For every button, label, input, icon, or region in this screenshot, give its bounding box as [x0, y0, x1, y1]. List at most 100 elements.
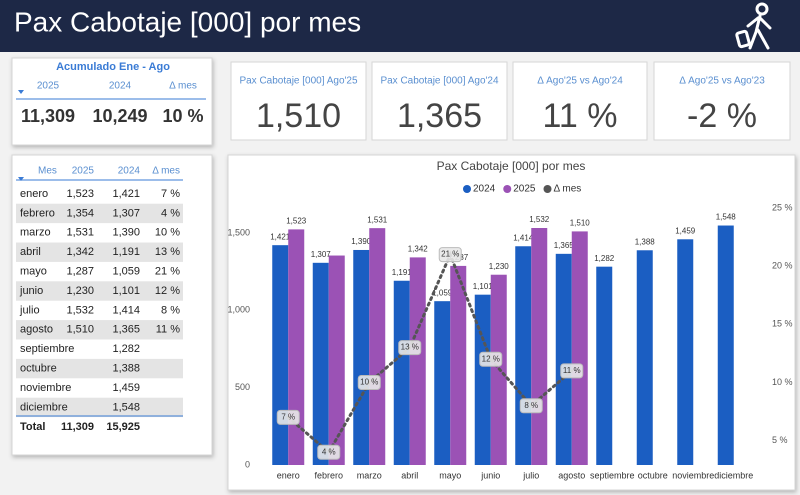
legend-label: 2025	[513, 184, 536, 195]
bar	[717, 225, 734, 465]
y2-tick-label: 20 %	[772, 261, 793, 271]
kpi-label: Δ Ago'25 vs Ago'23	[679, 76, 765, 87]
chart-title: Pax Cabotaje [000] por mes	[437, 159, 586, 173]
bar	[531, 228, 548, 465]
summary-title: Acumulado Ene - Ago	[56, 61, 170, 73]
table-cell: noviembre	[20, 382, 71, 394]
data-label: 1,388	[635, 237, 656, 246]
table-cell: junio	[19, 285, 43, 297]
x-tick-label: julio	[522, 470, 539, 480]
page-title: Pax Cabotaje [000] por mes	[14, 6, 361, 37]
column-header: 2024	[109, 81, 132, 92]
data-label: 1,523	[286, 217, 307, 226]
table-cell: 1,548	[112, 401, 140, 413]
bar	[434, 301, 451, 465]
x-tick-label: noviembre	[672, 470, 714, 480]
table-cell: 1,390	[112, 227, 140, 239]
kpi-label: Δ Ago'25 vs Ago'24	[537, 76, 623, 87]
label-box	[398, 340, 422, 356]
table-cell: 1,059	[112, 266, 140, 278]
table-cell: 7 %	[161, 188, 180, 200]
y-tick-label: 1,500	[227, 227, 250, 237]
bar	[596, 266, 613, 465]
bar	[571, 231, 588, 465]
kpi-value: 11 %	[543, 97, 618, 135]
table-total: 11,309	[61, 421, 94, 433]
data-label: 4 %	[322, 447, 336, 456]
data-label: 1,365	[554, 241, 575, 250]
kpi-card	[653, 61, 791, 141]
label-box	[317, 444, 341, 460]
y-tick-label: 1,000	[227, 305, 250, 315]
table-cell: agosto	[20, 324, 53, 336]
table-cell: 1,354	[66, 207, 94, 219]
table-cell: 1,282	[112, 343, 140, 355]
table-total: 15,925	[106, 421, 140, 433]
bar	[288, 229, 305, 465]
bar	[450, 265, 467, 465]
x-tick-label: octubre	[638, 470, 668, 480]
table-cell: 1,414	[112, 304, 140, 316]
table-cell: mayo	[20, 266, 47, 278]
table-cell: abril	[20, 246, 41, 258]
table-cell: septiembre	[20, 343, 74, 355]
kpi-value: -2 %	[687, 97, 757, 135]
data-label: 1,548	[716, 213, 737, 222]
x-tick-label: agosto	[558, 470, 585, 480]
bar	[515, 246, 532, 465]
table-cell: 1,101	[112, 285, 140, 297]
data-label: 1,414	[513, 233, 534, 242]
column-header: Δ mes	[152, 166, 180, 177]
sort-icon	[18, 177, 24, 181]
data-label: 21 %	[441, 250, 459, 259]
table-cell: 21 %	[155, 266, 180, 278]
data-label: 12 %	[482, 354, 500, 363]
y2-tick-label: 5 %	[772, 435, 788, 445]
data-label: 1,101	[473, 282, 494, 291]
column-header: 2025	[72, 166, 95, 177]
table-cell: 1,191	[112, 246, 140, 258]
summary-value: 11,309	[21, 106, 75, 126]
kpi-label: Pax Cabotaje [000] Ago'24	[380, 76, 499, 87]
row-shade	[16, 281, 183, 301]
label-box	[438, 247, 462, 263]
column-header: 2025	[37, 81, 60, 92]
bar	[328, 255, 345, 465]
kpi-card	[230, 61, 367, 141]
y2-tick-label: 10 %	[772, 377, 793, 387]
x-tick-label: febrero	[314, 470, 343, 480]
kpi-value: 1,510	[256, 97, 341, 135]
table-cell: 1,230	[66, 285, 94, 297]
x-tick-label: enero	[277, 470, 300, 480]
data-label: 1,059	[432, 288, 453, 297]
data-label: 1,459	[675, 226, 696, 235]
table-cell: julio	[19, 304, 40, 316]
table-cell: marzo	[20, 227, 51, 239]
data-label: 13 %	[401, 343, 419, 352]
label-box	[560, 363, 584, 379]
row-shade	[16, 320, 183, 340]
summary-value: 10,249	[92, 106, 147, 126]
kpi-label: Pax Cabotaje [000] Ago'25	[239, 76, 358, 87]
traveler-icon	[735, 2, 772, 50]
table-cell: 1,421	[112, 188, 140, 200]
data-label: 1,531	[367, 215, 388, 224]
y-tick-label: 0	[245, 459, 250, 469]
table-cell: 10 %	[155, 227, 180, 239]
bar	[474, 294, 491, 465]
data-label: 1,307	[311, 250, 332, 259]
table-cell: 13 %	[155, 246, 180, 258]
table-cell: 1,510	[66, 324, 94, 336]
table-cell: 1,459	[112, 382, 140, 394]
label-box	[276, 409, 300, 425]
data-label: 1,510	[570, 219, 591, 228]
x-tick-label: junio	[480, 470, 500, 480]
bar	[409, 257, 426, 465]
x-tick-label: septiembre	[590, 470, 635, 480]
bar	[555, 253, 572, 465]
legend-marker	[463, 185, 471, 193]
line	[286, 250, 574, 455]
data-label: 1,191	[392, 268, 413, 277]
legend-marker	[543, 185, 552, 193]
